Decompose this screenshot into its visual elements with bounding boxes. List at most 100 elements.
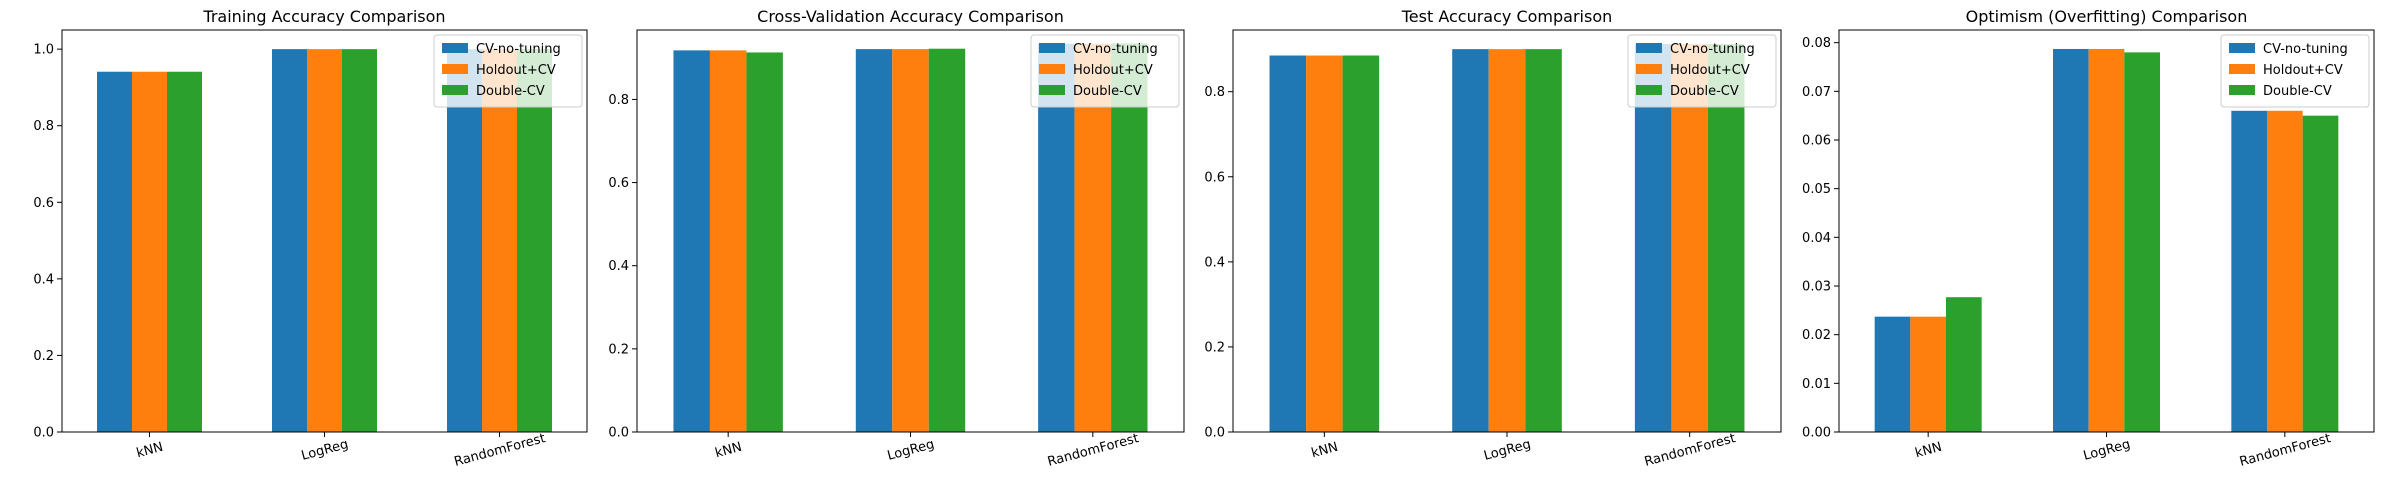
legend-swatch (1636, 43, 1662, 53)
bar-double-cv-randomforest (1707, 44, 1745, 432)
bar-double-cv-knn (167, 71, 202, 432)
chart-title: Training Accuracy Comparison (202, 7, 445, 26)
y-tick-label: 1.0 (33, 43, 54, 58)
y-tick-label: 0.04 (1802, 231, 1831, 246)
legend-swatch (1636, 85, 1662, 95)
y-tick-label: 0.06 (1802, 133, 1831, 148)
x-tick-label: LogReg (886, 437, 936, 464)
legend-swatch (1636, 64, 1662, 74)
legend-box (1030, 34, 1180, 108)
y-tick-label: 0.6 (608, 176, 629, 191)
bar-double-cv-knn (1946, 297, 1982, 432)
y-tick-label: 0.2 (1204, 340, 1225, 355)
bar-cv-no-tuning-logreg (272, 49, 307, 432)
bar-holdout-cv-logreg (2088, 48, 2125, 432)
bar-holdout-cv-randomforest (1671, 44, 1708, 432)
legend-label: CV-no-tuning (1670, 42, 1755, 57)
legend-label: CV-no-tuning (476, 42, 561, 57)
bar-cv-no-tuning-knn (97, 71, 132, 432)
y-tick-label: 0.4 (608, 259, 629, 274)
bar-double-cv-randomforest (517, 49, 552, 432)
bar-holdout-cv-knn (709, 50, 747, 433)
y-tick-label: 0.02 (1802, 328, 1831, 343)
bar-cv-no-tuning-randomforest (1634, 44, 1672, 432)
bar-cv-no-tuning-logreg (2053, 48, 2089, 432)
x-tick-label: kNN (1914, 440, 1944, 461)
bar-cv-no-tuning-knn (1874, 316, 1911, 432)
bar-double-cv-knn (746, 52, 783, 432)
bar-holdout-cv-knn (1910, 316, 1946, 432)
legend-box (433, 34, 583, 108)
y-tick-label: 0.6 (1204, 170, 1225, 185)
bar-double-cv-logreg (1525, 49, 1562, 432)
bar-cv-no-tuning-randomforest (447, 49, 482, 432)
y-tick-label: 0.08 (1802, 36, 1831, 51)
bar-holdout-cv-randomforest (1074, 43, 1112, 432)
y-tick-label: 0.0 (1204, 426, 1225, 441)
legend-swatch (2229, 64, 2255, 74)
legend-label: CV-no-tuning (1073, 42, 1158, 57)
bar-holdout-cv-knn (132, 71, 167, 432)
legend-swatch (2229, 43, 2255, 53)
y-tick-label: 0.8 (33, 119, 54, 134)
chart-title: Optimism (Overfitting) Comparison (1966, 7, 2248, 26)
x-tick-label: kNN (714, 440, 744, 461)
y-tick-label: 0.8 (1204, 85, 1225, 100)
bar-holdout-cv-knn (1306, 55, 1343, 433)
legend-label: Holdout+CV (1670, 63, 1750, 78)
y-tick-label: 0.6 (33, 196, 54, 211)
y-tick-label: 0.4 (1204, 255, 1225, 270)
bar-holdout-cv-logreg (307, 49, 342, 432)
x-tick-label: LogReg (1482, 437, 1532, 464)
legend-box (2220, 34, 2370, 108)
bar-double-cv-logreg (2124, 52, 2160, 432)
chart-title: Cross-Validation Accuracy Comparison (757, 7, 1064, 26)
y-tick-label: 0.8 (608, 93, 629, 108)
legend-label: Double-CV (1073, 84, 1142, 99)
legend-label: Holdout+CV (2263, 63, 2343, 78)
y-tick-label: 0.00 (1802, 426, 1831, 441)
bar-double-cv-logreg (928, 48, 966, 433)
legend-label: Holdout+CV (1073, 63, 1153, 78)
chart-panel-4: 0.00 0.01 0.02 0.03 0.04 0.05 0.06 0.07 0.08 kNN L… (1802, 7, 2375, 470)
legend-swatch (2229, 85, 2255, 95)
bar-holdout-cv-randomforest (482, 49, 517, 432)
bar-double-cv-randomforest (1111, 43, 1148, 433)
legend-label: Double-CV (2263, 84, 2332, 99)
bar-double-cv-logreg (342, 49, 377, 432)
legend-label: Holdout+CV (476, 63, 556, 78)
legend-swatch (1039, 85, 1065, 95)
y-tick-label: 0.01 (1802, 377, 1831, 392)
legend-label: Double-CV (476, 84, 545, 99)
bar-cv-no-tuning-randomforest (2231, 110, 2267, 432)
y-tick-label: 0.2 (33, 349, 54, 364)
y-tick-label: 0.0 (608, 426, 629, 441)
y-tick-label: 0.2 (608, 342, 629, 357)
legend-swatch (442, 85, 468, 95)
x-tick-label: kNN (135, 440, 165, 461)
legend-label: CV-no-tuning (2263, 42, 2348, 57)
y-tick-label: 0.4 (33, 272, 54, 287)
legend-swatch (442, 64, 468, 74)
x-tick-label: LogReg (300, 437, 350, 464)
bar-cv-no-tuning-randomforest (1038, 43, 1075, 432)
y-tick-label: 0.05 (1802, 182, 1831, 197)
bar-cv-no-tuning-knn (1269, 55, 1307, 433)
bar-cv-no-tuning-knn (673, 50, 710, 433)
legend-swatch (442, 43, 468, 53)
bar-cv-no-tuning-logreg (855, 49, 893, 433)
bar-holdout-cv-randomforest (2267, 110, 2303, 432)
bar-double-cv-knn (1342, 55, 1380, 433)
y-tick-label: 0.03 (1802, 279, 1831, 294)
legend-swatch (1039, 64, 1065, 74)
bar-cv-no-tuning-logreg (1452, 49, 1489, 432)
bar-holdout-cv-logreg (1488, 49, 1526, 432)
legend-label: Double-CV (1670, 84, 1739, 99)
legend-swatch (1039, 43, 1065, 53)
x-tick-label: LogReg (2082, 437, 2132, 464)
